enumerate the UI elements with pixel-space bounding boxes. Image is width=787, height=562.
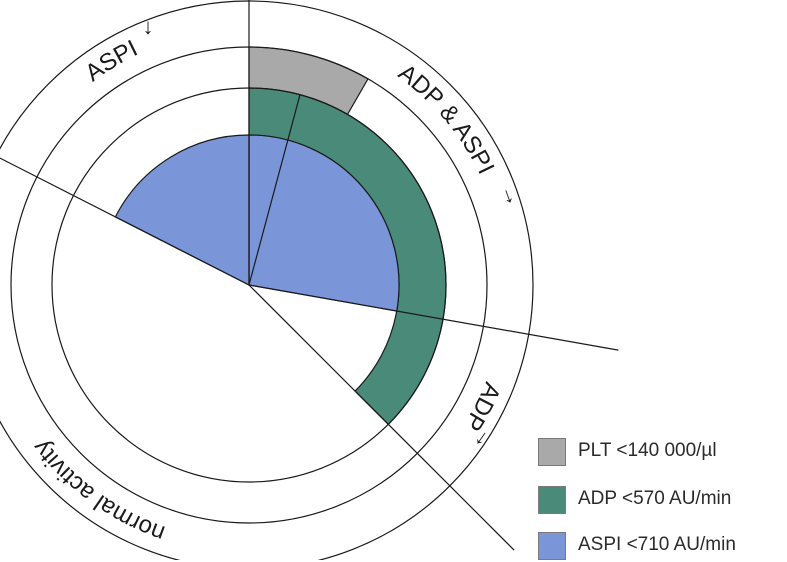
legend-item-aspi: ASPI <710 AU/min xyxy=(538,532,787,562)
sector-label-2: normal activity xyxy=(27,435,168,547)
legend-item-adp: ADP <570 AU/min xyxy=(538,486,787,516)
sector-dividers xyxy=(0,0,619,551)
inner-spoke xyxy=(248,94,301,286)
sector-divider-3 xyxy=(0,157,250,286)
sector-label-text-0: ADP & ASPI xyxy=(393,59,499,178)
ring-0-segment-1 xyxy=(114,134,250,286)
sector-divider-1 xyxy=(248,284,619,351)
legend-label-aspi: ASPI <710 AU/min xyxy=(578,534,736,555)
ring-0-segment-0 xyxy=(248,134,400,312)
rings-layer xyxy=(114,46,447,426)
sector-label-text-3: ASPI xyxy=(80,35,142,87)
sector-label-text-2: normal activity xyxy=(27,435,168,547)
sector-label-0: ADP & ASPI xyxy=(393,59,499,178)
legend-label-plt: PLT <140 000/µl xyxy=(578,440,717,461)
sector-divider-2 xyxy=(248,284,515,551)
legend-item-plt: PLT <140 000/µl xyxy=(538,438,787,468)
legend-swatch-aspi xyxy=(538,532,566,560)
arrow-icon-1: ↓ xyxy=(498,181,517,208)
legend-swatch-adp xyxy=(538,486,566,514)
arrow-icon-0: ↓ xyxy=(143,14,154,39)
legend-swatch-plt xyxy=(538,438,566,466)
sector-label-3: ASPI xyxy=(80,35,142,87)
legend-label-adp: ADP <570 AU/min xyxy=(578,488,732,509)
